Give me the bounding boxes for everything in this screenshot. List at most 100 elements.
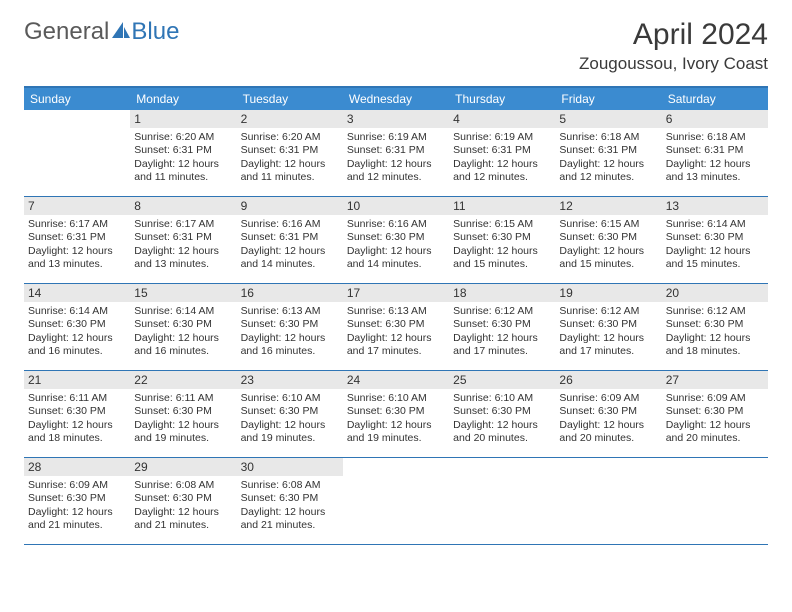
day-number: 1 [130,110,236,128]
day-number: 28 [24,458,130,476]
daylight-line: Daylight: 12 hours and 13 minutes. [134,245,232,272]
sunset-line: Sunset: 6:31 PM [559,144,657,157]
day-cell: 3Sunrise: 6:19 AMSunset: 6:31 PMDaylight… [343,110,449,196]
day-cell: 21Sunrise: 6:11 AMSunset: 6:30 PMDayligh… [24,371,130,457]
day-cell: 26Sunrise: 6:09 AMSunset: 6:30 PMDayligh… [555,371,661,457]
day-number: 27 [662,371,768,389]
sunrise-line: Sunrise: 6:15 AM [559,218,657,231]
day-cell: 18Sunrise: 6:12 AMSunset: 6:30 PMDayligh… [449,284,555,370]
sunrise-line: Sunrise: 6:18 AM [559,131,657,144]
day-number: 14 [24,284,130,302]
day-cell: 14Sunrise: 6:14 AMSunset: 6:30 PMDayligh… [24,284,130,370]
daylight-line: Daylight: 12 hours and 19 minutes. [134,419,232,446]
sunset-line: Sunset: 6:31 PM [241,231,339,244]
sunset-line: Sunset: 6:30 PM [453,318,551,331]
daylight-line: Daylight: 12 hours and 15 minutes. [453,245,551,272]
day-cell: 16Sunrise: 6:13 AMSunset: 6:30 PMDayligh… [237,284,343,370]
sunset-line: Sunset: 6:31 PM [666,144,764,157]
day-number: 8 [130,197,236,215]
sunrise-line: Sunrise: 6:08 AM [134,479,232,492]
day-number: 20 [662,284,768,302]
dow-header: Saturday [662,88,768,110]
sunset-line: Sunset: 6:30 PM [241,492,339,505]
sunrise-line: Sunrise: 6:11 AM [134,392,232,405]
day-cell: 19Sunrise: 6:12 AMSunset: 6:30 PMDayligh… [555,284,661,370]
sunrise-line: Sunrise: 6:19 AM [347,131,445,144]
page-title: April 2024 [579,18,768,52]
day-number: 16 [237,284,343,302]
day-cell: 25Sunrise: 6:10 AMSunset: 6:30 PMDayligh… [449,371,555,457]
sunset-line: Sunset: 6:31 PM [134,231,232,244]
day-cell: 2Sunrise: 6:20 AMSunset: 6:31 PMDaylight… [237,110,343,196]
day-number: 10 [343,197,449,215]
logo: General Blue [24,18,179,46]
day-number: 12 [555,197,661,215]
sunset-line: Sunset: 6:30 PM [28,318,126,331]
day-cell: 7Sunrise: 6:17 AMSunset: 6:31 PMDaylight… [24,197,130,283]
sunset-line: Sunset: 6:30 PM [347,405,445,418]
day-number: 25 [449,371,555,389]
day-number: 24 [343,371,449,389]
sunset-line: Sunset: 6:30 PM [134,405,232,418]
day-number: 3 [343,110,449,128]
day-cell: 12Sunrise: 6:15 AMSunset: 6:30 PMDayligh… [555,197,661,283]
day-cell [343,458,449,544]
day-number: 11 [449,197,555,215]
sunset-line: Sunset: 6:30 PM [453,405,551,418]
day-cell: 28Sunrise: 6:09 AMSunset: 6:30 PMDayligh… [24,458,130,544]
day-cell: 10Sunrise: 6:16 AMSunset: 6:30 PMDayligh… [343,197,449,283]
day-cell [555,458,661,544]
sunrise-line: Sunrise: 6:20 AM [241,131,339,144]
daylight-line: Daylight: 12 hours and 17 minutes. [453,332,551,359]
sunset-line: Sunset: 6:30 PM [241,405,339,418]
day-cell: 29Sunrise: 6:08 AMSunset: 6:30 PMDayligh… [130,458,236,544]
sunrise-line: Sunrise: 6:18 AM [666,131,764,144]
daylight-line: Daylight: 12 hours and 20 minutes. [453,419,551,446]
daylight-line: Daylight: 12 hours and 16 minutes. [134,332,232,359]
daylight-line: Daylight: 12 hours and 13 minutes. [666,158,764,185]
sunrise-line: Sunrise: 6:16 AM [347,218,445,231]
day-cell [24,110,130,196]
daylight-line: Daylight: 12 hours and 15 minutes. [666,245,764,272]
logo-text-blue: Blue [131,18,179,46]
sunset-line: Sunset: 6:30 PM [134,492,232,505]
day-cell: 23Sunrise: 6:10 AMSunset: 6:30 PMDayligh… [237,371,343,457]
calendar: SundayMondayTuesdayWednesdayThursdayFrid… [24,86,768,545]
day-cell: 30Sunrise: 6:08 AMSunset: 6:30 PMDayligh… [237,458,343,544]
sunset-line: Sunset: 6:30 PM [241,318,339,331]
sunset-line: Sunset: 6:30 PM [666,405,764,418]
day-cell: 22 Sunrise: 6:11 AMSunset: 6:30 PMDayligh… [130,371,236,457]
sunset-line: Sunset: 6:31 PM [453,144,551,157]
daylight-line: Daylight: 12 hours and 20 minutes. [559,419,657,446]
daylight-line: Daylight: 12 hours and 17 minutes. [347,332,445,359]
sunrise-line: Sunrise: 6:19 AM [453,131,551,144]
sunrise-line: Sunrise: 6:13 AM [347,305,445,318]
sunset-line: Sunset: 6:31 PM [28,231,126,244]
week-row: 28Sunrise: 6:09 AMSunset: 6:30 PMDayligh… [24,458,768,545]
day-cell: 27Sunrise: 6:09 AMSunset: 6:30 PMDayligh… [662,371,768,457]
sunrise-line: Sunrise: 6:20 AM [134,131,232,144]
logo-text-general: General [24,18,109,46]
day-cell [662,458,768,544]
daylight-line: Daylight: 12 hours and 12 minutes. [347,158,445,185]
sunrise-line: Sunrise: 6:17 AM [28,218,126,231]
sunrise-line: Sunrise: 6:11 AM [28,392,126,405]
day-cell: 13Sunrise: 6:14 AMSunset: 6:30 PMDayligh… [662,197,768,283]
day-cell: 6Sunrise: 6:18 AMSunset: 6:31 PMDaylight… [662,110,768,196]
day-number: 9 [237,197,343,215]
sunset-line: Sunset: 6:30 PM [347,231,445,244]
sunrise-line: Sunrise: 6:15 AM [453,218,551,231]
daylight-line: Daylight: 12 hours and 12 minutes. [559,158,657,185]
dow-header: Tuesday [237,88,343,110]
sunrise-line: Sunrise: 6:14 AM [666,218,764,231]
day-number: 17 [343,284,449,302]
sunset-line: Sunset: 6:30 PM [453,231,551,244]
day-cell: 17Sunrise: 6:13 AMSunset: 6:30 PMDayligh… [343,284,449,370]
daylight-line: Daylight: 12 hours and 16 minutes. [28,332,126,359]
daylight-line: Daylight: 12 hours and 15 minutes. [559,245,657,272]
day-number: 5 [555,110,661,128]
daylight-line: Daylight: 12 hours and 21 minutes. [134,506,232,533]
location-label: Zougoussou, Ivory Coast [579,54,768,74]
day-number: 22 [130,371,236,389]
daylight-line: Daylight: 12 hours and 19 minutes. [347,419,445,446]
